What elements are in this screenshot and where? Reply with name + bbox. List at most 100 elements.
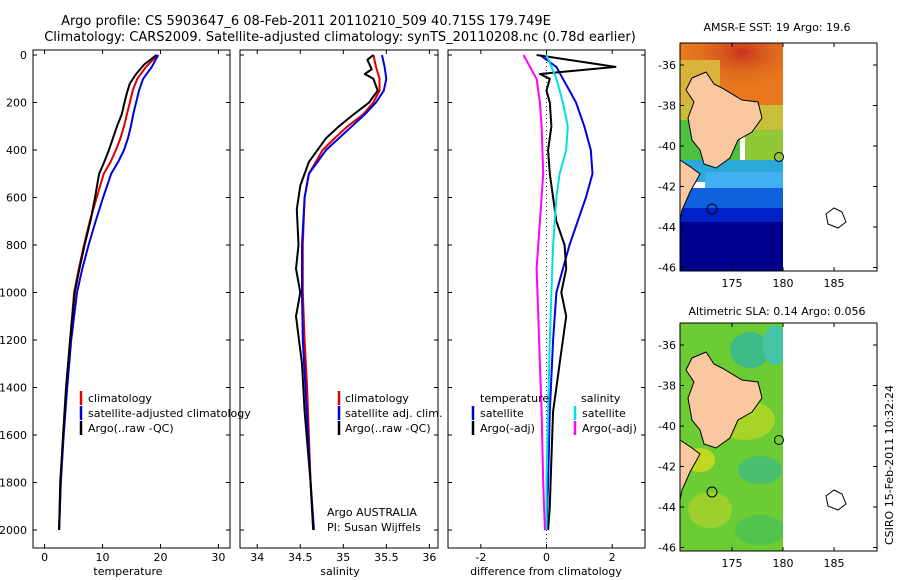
lon-tick-label: 185 — [824, 557, 845, 570]
temperature-xticks: 0 10 20 30 — [41, 50, 225, 564]
lat-tick-label: -38 — [658, 100, 676, 113]
x-tick-label: 35 — [336, 551, 350, 564]
lat-tick-label: -38 — [658, 380, 676, 393]
salinity-series — [240, 54, 438, 531]
legend-group-salinity: salinity — [581, 392, 621, 405]
header-line1: Argo profile: CS 5903647_6 08-Feb-2011 2… — [61, 14, 551, 29]
lon-tick-label: 175 — [722, 277, 743, 290]
depth-tick-label: 800 — [6, 239, 27, 252]
sla-no-data-region — [783, 323, 877, 551]
difference-xticks: -2 0 2 — [475, 50, 616, 564]
header-line2: Climatology: CARS2009. Satellite-adjuste… — [44, 30, 636, 45]
x-tick-label: 2 — [609, 551, 616, 564]
series-line — [536, 54, 617, 531]
depth-tick-label: 600 — [6, 192, 27, 205]
lat-tick-label: -46 — [658, 542, 676, 555]
depth-tick-label: 1400 — [0, 382, 27, 395]
x-tick-label: 10 — [96, 551, 110, 564]
depth-tick-label: 0 — [20, 49, 27, 62]
sla-lon-ticks: 175 180 185 — [722, 323, 845, 570]
lon-tick-label: 180 — [773, 277, 794, 290]
annotation-argo-australia: Argo AUSTRALIA — [327, 506, 417, 519]
legend-label-temp-argo: Argo(-adj) — [480, 422, 535, 435]
x-tick-label: -2 — [475, 551, 486, 564]
salinity-axes-frame — [239, 49, 439, 549]
series-line — [295, 54, 379, 531]
legend-label-satellite: satellite-adjusted climatology — [88, 407, 251, 420]
salinity-xticks: 34 34.5 35 35.5 36 — [250, 50, 436, 564]
legend-label-climatology: climatology — [88, 392, 152, 405]
sla-argo-location-marker — [774, 435, 784, 445]
salinity-legend: climatology satellite adj. clim. Argo(..… — [337, 391, 442, 435]
temperature-series — [33, 54, 230, 531]
salinity-xlabel: salinity — [320, 565, 360, 578]
x-tick-label: 20 — [153, 551, 167, 564]
sla-chatham-islands — [825, 489, 847, 511]
lon-tick-label: 180 — [773, 557, 794, 570]
depth-tick-label: 400 — [6, 144, 27, 157]
salinity-panel: 34 34.5 35 35.5 36 salinity climatology sate… — [239, 49, 442, 578]
sla-contour — [706, 486, 718, 498]
legend-label-sal-argo: Argo(-adj) — [582, 422, 637, 435]
annotation-pi: PI: Susan Wijffels — [327, 521, 421, 534]
credit-text: CSIRO 15-Feb-2011 10:32:24 — [883, 385, 896, 545]
lat-tick-label: -44 — [658, 221, 676, 234]
lat-tick-label: -36 — [658, 339, 676, 352]
series-line — [58, 54, 160, 531]
difference-xlabel: difference from climatology — [470, 565, 622, 578]
x-tick-label: 30 — [211, 551, 225, 564]
legend-label-satellite: satellite adj. clim. — [345, 407, 442, 420]
x-tick-label: 34 — [250, 551, 264, 564]
sst-field — [680, 43, 783, 271]
series-line — [58, 54, 158, 531]
lat-tick-label: -46 — [658, 262, 676, 275]
difference-legend: temperature satellite Argo(-adj) salinit… — [471, 392, 637, 435]
lon-tick-label: 175 — [722, 557, 743, 570]
legend-label-sal-satellite: satellite — [582, 407, 626, 420]
series-line — [522, 54, 546, 531]
depth-tick-label: 1800 — [0, 477, 27, 490]
x-tick-label: 36 — [422, 551, 436, 564]
temperature-panel: 0 10 20 30 temperature climatology satellit… — [32, 49, 251, 578]
series-line — [545, 54, 569, 530]
sst-lat-ticks: -36 -38 -40 -42 -44 -46 — [658, 59, 877, 275]
sla-map-title: Altimetric SLA: 0.14 Argo: 0.056 — [688, 305, 865, 318]
sst-lon-ticks: 175 180 185 — [722, 43, 845, 290]
depth-tick-label: 2000 — [0, 524, 27, 537]
series-line — [301, 54, 388, 531]
legend-label-climatology: climatology — [345, 392, 409, 405]
sla-lat-ticks: -36 -38 -40 -42 -44 -46 — [658, 339, 877, 555]
lat-tick-label: -40 — [658, 140, 676, 153]
temperature-axes-frame — [32, 49, 231, 549]
depth-tick-label: 200 — [6, 97, 27, 110]
difference-series — [448, 54, 645, 531]
depth-tick-label: 1600 — [0, 429, 27, 442]
legend-label-argo: Argo(..raw -QC) — [88, 422, 174, 435]
legend-label-temp-satellite: satellite — [480, 407, 524, 420]
lat-tick-label: -36 — [658, 59, 676, 72]
x-tick-label: 34.5 — [288, 551, 313, 564]
lat-tick-label: -42 — [658, 181, 676, 194]
sst-contour — [706, 203, 718, 215]
lat-tick-label: -44 — [658, 501, 676, 514]
sst-north-island — [685, 71, 763, 169]
legend-group-temperature: temperature — [480, 392, 549, 405]
sst-map-title: AMSR-E SST: 19 Argo: 19.6 — [703, 21, 850, 34]
sst-no-data-region — [783, 43, 877, 271]
x-tick-label: 0 — [41, 551, 48, 564]
legend-label-argo: Argo(..raw -QC) — [345, 422, 431, 435]
temperature-legend: climatology satellite-adjusted climatolo… — [79, 391, 251, 435]
depth-tick-label: 1000 — [0, 287, 27, 300]
sla-north-island — [685, 351, 763, 449]
lat-tick-label: -40 — [658, 420, 676, 433]
series-line — [301, 54, 381, 531]
difference-panel: -2 0 2 difference from climatology tempera… — [447, 49, 646, 578]
lon-tick-label: 185 — [824, 277, 845, 290]
lat-tick-label: -42 — [658, 461, 676, 474]
sla-map-frame — [679, 322, 878, 552]
series-line — [539, 54, 594, 531]
sst-map: AMSR-E SST: 19 Argo: 19.6 -36 -38 -40 -42 -4… — [658, 21, 878, 290]
depth-axis: 0 200 400 600 800 1000 1200 1400 1600 1800 2000 — [0, 49, 27, 537]
x-tick-label: 0 — [543, 551, 550, 564]
